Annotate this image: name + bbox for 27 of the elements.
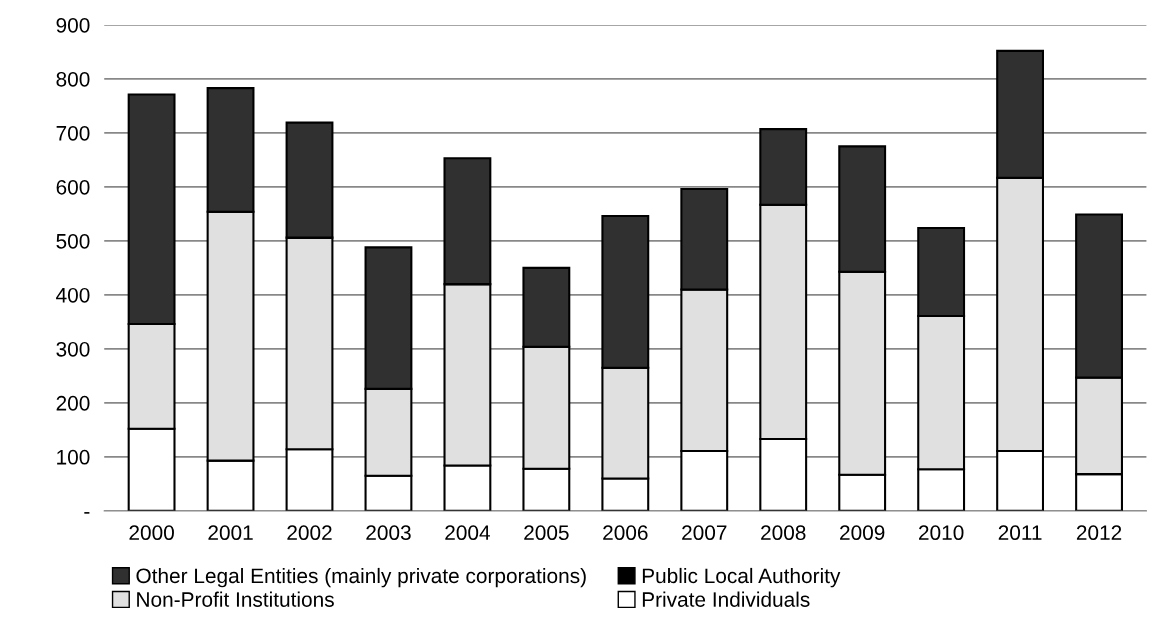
y-tick-label: 700 <box>56 125 90 141</box>
legend-label: Other Legal Entities (mainly private corporations) <box>136 567 586 588</box>
y-tick-label: 400 <box>56 287 90 303</box>
x-tick-label: 2012 <box>1076 525 1122 541</box>
y-tick-label: 500 <box>56 233 90 249</box>
y-tick-label: 600 <box>56 179 90 195</box>
x-tick-label: 2000 <box>129 525 174 541</box>
y-tick-label: 300 <box>56 341 90 357</box>
x-tick-label: 2004 <box>445 525 490 541</box>
x-tick-label: 2005 <box>524 525 569 541</box>
x-tick-label: 2007 <box>682 525 727 541</box>
x-tick-label: 2011 <box>998 525 1042 541</box>
x-tick-label: 2003 <box>366 525 411 541</box>
x-tick-label: 2006 <box>603 525 648 541</box>
x-tick-label: 2001 <box>208 525 253 541</box>
y-tick-label: 900 <box>56 17 90 33</box>
legend-label: Private Individuals <box>642 591 810 607</box>
x-tick-label: 2010 <box>919 525 964 541</box>
y-tick-label: 100 <box>57 449 90 465</box>
x-tick-label: 2008 <box>761 525 806 541</box>
x-tick-label: 2002 <box>287 525 332 541</box>
legend-label: Public Local Authority <box>642 567 841 588</box>
x-tick-label: 2009 <box>840 525 885 541</box>
y-tick-label: - <box>84 512 90 514</box>
y-tick-label: 800 <box>56 71 90 87</box>
y-tick-label: 200 <box>56 395 90 411</box>
legend-label: Non-Profit Institutions <box>137 591 334 607</box>
